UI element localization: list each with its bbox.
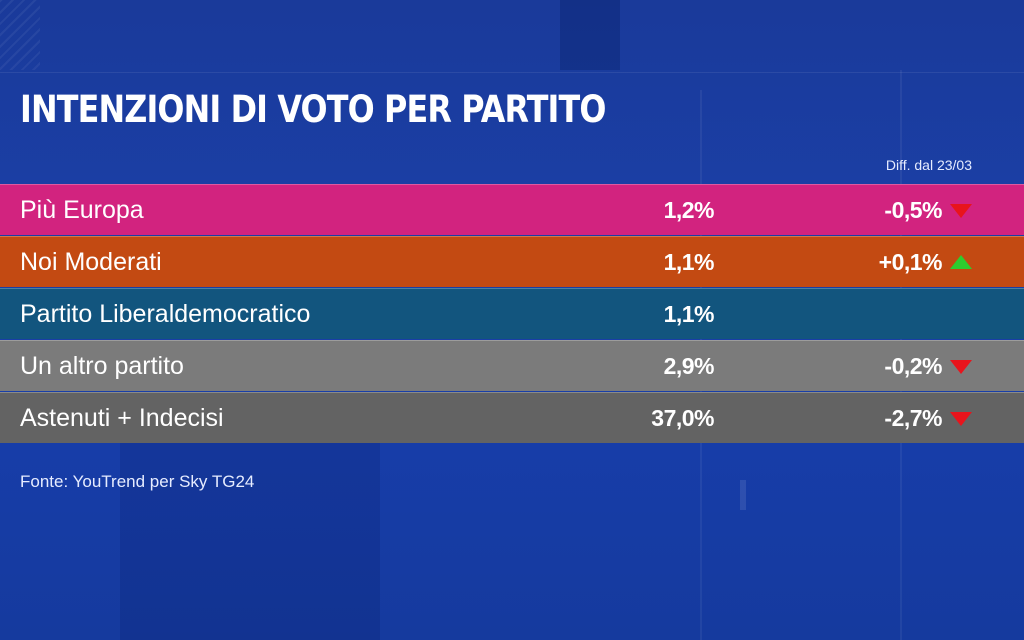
vote-intention-table: Più Europa 1,2% -0,5% Noi Moderati 1,1% +0,1%…	[0, 184, 1024, 444]
diff-column-header: Diff. dal 23/03	[885, 157, 972, 173]
party-diff: +0,1%	[878, 249, 943, 275]
party-name: Un altro partito	[20, 352, 184, 380]
party-name: Astenuti + Indecisi	[20, 404, 224, 432]
party-value: 1,2%	[663, 197, 715, 223]
table-row: Noi Moderati 1,1% +0,1%	[0, 236, 1024, 287]
party-diff: -0,2%	[884, 353, 942, 379]
party-value: 37,0%	[651, 405, 714, 431]
party-value: 1,1%	[663, 301, 715, 327]
arrow-down-icon	[950, 360, 972, 374]
table-row: Un altro partito 2,9% -0,2%	[0, 340, 1024, 391]
chart-title: INTENZIONI DI VOTO PER PARTITO	[20, 88, 606, 131]
arrow-down-icon	[950, 204, 972, 218]
source-note: Fonte: YouTrend per Sky TG24	[20, 472, 255, 491]
party-name: Partito Liberaldemocratico	[20, 300, 311, 328]
party-value: 1,1%	[663, 249, 715, 275]
table-row: Partito Liberaldemocratico 1,1%	[0, 288, 1024, 339]
party-diff: -0,5%	[884, 197, 942, 223]
party-diff: -2,7%	[884, 405, 942, 431]
party-name: Più Europa	[20, 196, 144, 224]
party-value: 2,9%	[663, 353, 715, 379]
party-name: Noi Moderati	[20, 248, 162, 276]
arrow-down-icon	[950, 412, 972, 426]
arrow-up-icon	[950, 255, 972, 269]
table-row: Astenuti + Indecisi 37,0% -2,7%	[0, 392, 1024, 443]
table-row: Più Europa 1,2% -0,5%	[0, 184, 1024, 235]
